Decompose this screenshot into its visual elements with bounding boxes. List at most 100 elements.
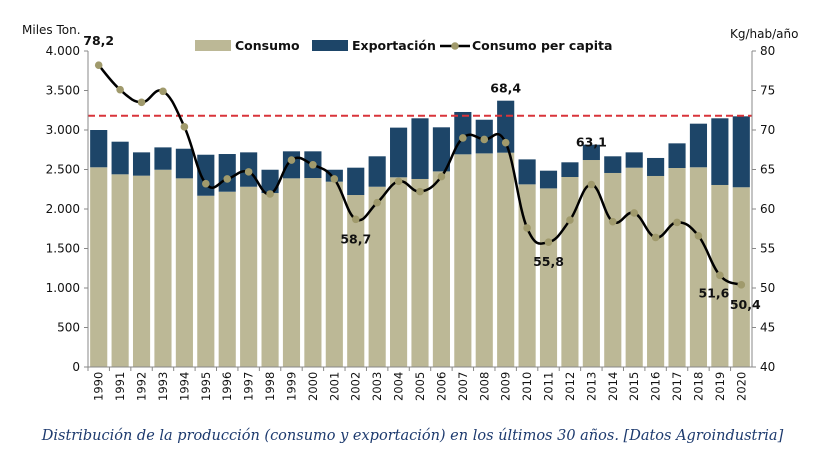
- right-tick-label: 55: [760, 242, 775, 256]
- bar-exportacion-1993: [154, 147, 172, 170]
- x-tick-label: 2002: [349, 372, 363, 401]
- bar-consumo-2015: [625, 167, 643, 367]
- bar-exportacion-2018: [689, 123, 708, 168]
- bar-consumo-2013: [582, 160, 600, 367]
- bar-consumo-2001: [325, 181, 343, 367]
- x-tick-label: 2016: [649, 372, 663, 401]
- left-tick-label: 3.000: [46, 123, 80, 137]
- point-per-capita-1991: [116, 85, 124, 94]
- legend-label-per-capita: Consumo per capita: [472, 38, 612, 53]
- bar-consumo-2006: [432, 171, 450, 367]
- bar-consumo-2003: [368, 186, 386, 367]
- data-label-2002: 58,7: [340, 231, 371, 246]
- point-per-capita-1997: [244, 168, 253, 176]
- bar-exportacion-1990: [90, 130, 108, 168]
- x-tick-label: 2017: [670, 372, 684, 401]
- legend-swatch-exportacion: [312, 40, 348, 51]
- figure-caption: Distribución de la producción (consumo y…: [41, 428, 784, 444]
- right-tick-label: 60: [760, 202, 775, 216]
- bar-consumo-2005: [411, 178, 429, 367]
- right-tick-label: 70: [760, 123, 775, 137]
- x-tick-label: 2009: [499, 372, 513, 401]
- x-tick-label: 2005: [413, 372, 427, 401]
- bar-exportacion-1998: [261, 169, 279, 194]
- bar-consumo-2017: [668, 167, 686, 367]
- bar-consumo-1990: [90, 167, 108, 367]
- x-tick-label: 1998: [263, 372, 277, 401]
- point-per-capita-2014: [608, 217, 617, 226]
- bar-exportacion-2011: [539, 170, 558, 189]
- x-tick-label: 2007: [456, 372, 470, 401]
- bar-exportacion-1994: [175, 148, 193, 179]
- bar-consumo-2002: [347, 195, 365, 367]
- bar-exportacion-1996: [218, 154, 236, 192]
- bar-exportacion-2020: [732, 116, 750, 188]
- bar-consumo-2011: [539, 188, 558, 367]
- point-per-capita-2016: [651, 233, 660, 242]
- point-per-capita-1995: [202, 179, 210, 188]
- x-tick-label: 2013: [584, 372, 598, 401]
- point-per-capita-2010: [523, 224, 531, 232]
- right-tick-label: 80: [760, 44, 775, 58]
- x-tick-label: 1997: [242, 372, 256, 401]
- data-label-2011: 55,8: [533, 254, 564, 269]
- left-axis-label: Miles Ton.: [22, 23, 81, 37]
- bar-exportacion-2014: [604, 156, 622, 173]
- bar-exportacion-2015: [625, 152, 643, 168]
- bar-exportacion-2010: [518, 159, 536, 185]
- bar-exportacion-2002: [347, 167, 365, 196]
- x-tick-label: 2015: [627, 372, 641, 401]
- right-tick-label: 40: [760, 360, 775, 374]
- data-label-2013: 63,1: [576, 135, 607, 150]
- bar-consumo-2009: [497, 152, 515, 367]
- bar-exportacion-2013: [582, 144, 600, 161]
- point-per-capita-1992: [137, 98, 146, 107]
- bar-exportacion-1991: [111, 141, 129, 175]
- x-tick-label: 2011: [542, 372, 556, 401]
- legend-swatch-consumo: [195, 40, 231, 51]
- x-tick-label: 1990: [92, 372, 106, 401]
- point-per-capita-2002: [351, 215, 360, 224]
- bar-consumo-1994: [175, 178, 193, 367]
- right-tick-label: 65: [760, 163, 775, 177]
- x-tick-label: 2000: [306, 372, 320, 401]
- point-per-capita-1999: [287, 156, 296, 164]
- right-tick-label: 75: [760, 84, 775, 98]
- chart: 0 500 1.000 1.500 2.000 2.500 3.000 3.500 4.000 4…: [22, 23, 798, 401]
- left-tick-label: 0: [72, 360, 80, 374]
- point-per-capita-1996: [223, 175, 232, 183]
- x-tick-label: 2008: [477, 372, 491, 401]
- left-tick-label: 3.500: [46, 84, 80, 98]
- right-tick-label: 45: [760, 321, 775, 335]
- point-per-capita-2015: [630, 209, 638, 217]
- bar-exportacion-2019: [711, 118, 729, 185]
- bar-consumo-2018: [689, 167, 708, 367]
- point-per-capita-2006: [437, 172, 446, 181]
- bar-consumo-2004: [390, 177, 408, 367]
- bar-consumo-2016: [647, 175, 665, 367]
- bar-consumo-2007: [454, 154, 472, 367]
- bar-consumo-2000: [304, 178, 322, 367]
- bar-consumo-2014: [604, 172, 622, 367]
- left-tick-label: 500: [57, 321, 80, 335]
- x-tick-label: 2012: [563, 372, 577, 401]
- left-tick-label: 2.500: [46, 163, 80, 177]
- x-tick-label: 2006: [434, 372, 448, 401]
- left-tick-label: 4.000: [46, 44, 80, 58]
- bar-consumo-2012: [561, 177, 579, 367]
- bar-exportacion-2009: [497, 100, 515, 153]
- left-tick-label: 2.000: [46, 202, 80, 216]
- bar-exportacion-2004: [390, 127, 408, 178]
- point-per-capita-1994: [180, 123, 189, 131]
- left-tick-label: 1.000: [46, 281, 80, 295]
- legend-label-consumo: Consumo: [235, 38, 300, 53]
- bar-consumo-2010: [518, 184, 536, 367]
- x-tick-label: 1993: [156, 372, 170, 401]
- bar-consumo-1999: [282, 178, 301, 367]
- point-per-capita-2009: [501, 138, 510, 147]
- bar-consumo-1997: [240, 186, 258, 367]
- bar-exportacion-2005: [411, 118, 429, 179]
- bar-exportacion-1995: [197, 154, 215, 196]
- x-tick-label: 1994: [177, 372, 191, 401]
- bar-exportacion-2012: [561, 162, 579, 178]
